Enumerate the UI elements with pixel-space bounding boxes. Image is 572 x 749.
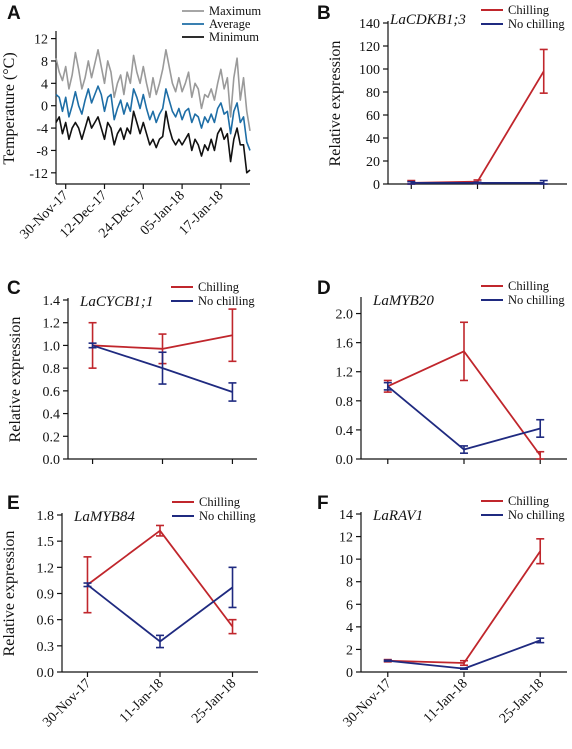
y-tick-label: 4 (346, 621, 353, 636)
y-tick-label: 8 (41, 55, 48, 70)
y-tick-label: -12 (29, 167, 48, 182)
gene-name: LaRAV1 (372, 508, 423, 524)
series-line-maximum (55, 48, 251, 132)
y-tick-label: 0.3 (37, 640, 55, 655)
y-tick-label: 20 (366, 155, 380, 170)
legend-label: Chilling (199, 495, 241, 509)
y-tick-label: 12 (339, 531, 353, 546)
y-tick-label: 1.6 (336, 337, 354, 352)
y-tick-label: 0.0 (336, 453, 354, 468)
panel-b: B 0 20 40 60 80 100 120 140 Relative expression La… (317, 3, 567, 193)
panel-letter-e: E (7, 493, 20, 514)
gene-name: LaCYCB1;1 (79, 294, 153, 310)
x-tick-label: 25-Jan-18 (189, 676, 239, 726)
panel-letter-c: C (7, 278, 21, 299)
y-tick-label: 1.2 (336, 366, 354, 381)
y-tick-label: 0.9 (37, 588, 55, 603)
y-tick-label: 0.8 (43, 362, 61, 377)
panel-e: E 0.0 0.3 0.6 0.9 1.2 1.5 1.8 Relative expressio… (1, 493, 258, 730)
series-line-chilling (86, 529, 234, 628)
y-tick-label: 1.2 (43, 317, 61, 332)
y-axis-label: Relative expression (327, 41, 344, 167)
x-tick-label: 30-Nov-17 (341, 676, 395, 730)
gene-name: LaCDKB1;3 (389, 12, 466, 28)
y-tick-label: 14 (339, 508, 353, 523)
y-tick-label: 1.8 (37, 509, 55, 524)
panel-letter-a: A (7, 3, 21, 24)
y-tick-label: 12 (34, 33, 48, 48)
panel-c: C 0.0 0.2 0.4 0.6 0.8 1.0 1.2 1.4 Relative expres… (7, 278, 257, 468)
y-tick-label: 1.2 (37, 561, 55, 576)
panel-letter-f: F (317, 493, 329, 514)
y-tick-label: 0.0 (37, 666, 55, 681)
y-tick-label: 40 (366, 132, 380, 147)
y-tick-label: 2 (346, 643, 353, 658)
x-tick-label: 11-Jan-18 (421, 676, 471, 726)
gene-name: LaMYB20 (372, 293, 434, 309)
y-tick-label: -8 (36, 144, 48, 159)
legend-label: Minimum (209, 30, 259, 44)
legend-label: No chilling (198, 294, 255, 308)
y-tick-label: 100 (359, 63, 380, 78)
y-tick-label: 120 (359, 40, 380, 55)
legend-label: Chilling (508, 494, 550, 508)
y-tick-label: 0.6 (43, 385, 61, 400)
y-tick-label: 1.5 (37, 535, 55, 550)
y-tick-label: 0 (41, 100, 48, 115)
legend-label: No chilling (508, 508, 565, 522)
series-line-no-chilling (387, 385, 541, 451)
x-tick-label: 30-Nov-17 (40, 676, 94, 730)
legend-label: Chilling (508, 279, 550, 293)
y-tick-label: 4 (41, 77, 48, 92)
y-tick-label: 0.0 (43, 453, 61, 468)
y-tick-label: 0.4 (43, 408, 61, 423)
panel-f: F 0 2 4 6 8 10 12 14 LaRAV1 30-Nov-17 11-Jan-18 25-J… (317, 493, 567, 730)
series-line-average (55, 85, 251, 151)
y-tick-label: 10 (339, 553, 353, 568)
y-tick-label: 6 (346, 598, 353, 613)
legend-label: No chilling (508, 293, 565, 307)
y-tick-label: 0.8 (336, 395, 354, 410)
panel-letter-b: B (317, 3, 331, 24)
series-line-chilling (387, 550, 541, 664)
y-tick-label: 0 (373, 178, 380, 193)
y-tick-label: 8 (346, 576, 353, 591)
y-tick-label: -4 (36, 122, 48, 137)
legend-label: No chilling (508, 17, 565, 31)
y-tick-label: 80 (366, 86, 380, 101)
y-tick-label: 0.6 (37, 614, 55, 629)
gene-name: LaMYB84 (73, 509, 135, 525)
series-line-chilling (411, 70, 545, 184)
y-tick-label: 60 (366, 109, 380, 124)
y-tick-label: 0.4 (336, 424, 354, 439)
y-tick-label: 140 (359, 17, 380, 32)
y-axis-label: Relative expression (1, 531, 18, 657)
legend-label: Chilling (198, 280, 240, 294)
legend-label: Average (209, 17, 251, 31)
y-tick-label: 2.0 (336, 308, 354, 323)
y-tick-label: 0 (346, 666, 353, 681)
panel-letter-d: D (317, 278, 331, 299)
y-tick-label: 0.2 (43, 430, 61, 445)
y-tick-label: 1.0 (43, 339, 61, 354)
legend-label: Maximum (209, 4, 261, 18)
y-axis-label: Relative expression (7, 317, 24, 443)
legend-label: No chilling (199, 509, 256, 523)
series-line-no-chilling (86, 584, 234, 643)
y-axis-label: Temperature (°C) (1, 52, 18, 164)
legend-label: Chilling (508, 3, 550, 17)
x-tick-label: 25-Jan-18 (497, 676, 547, 726)
x-tick-label: 11-Jan-18 (117, 676, 167, 726)
series-line-minimum (55, 110, 251, 174)
y-tick-label: 1.4 (43, 294, 61, 309)
